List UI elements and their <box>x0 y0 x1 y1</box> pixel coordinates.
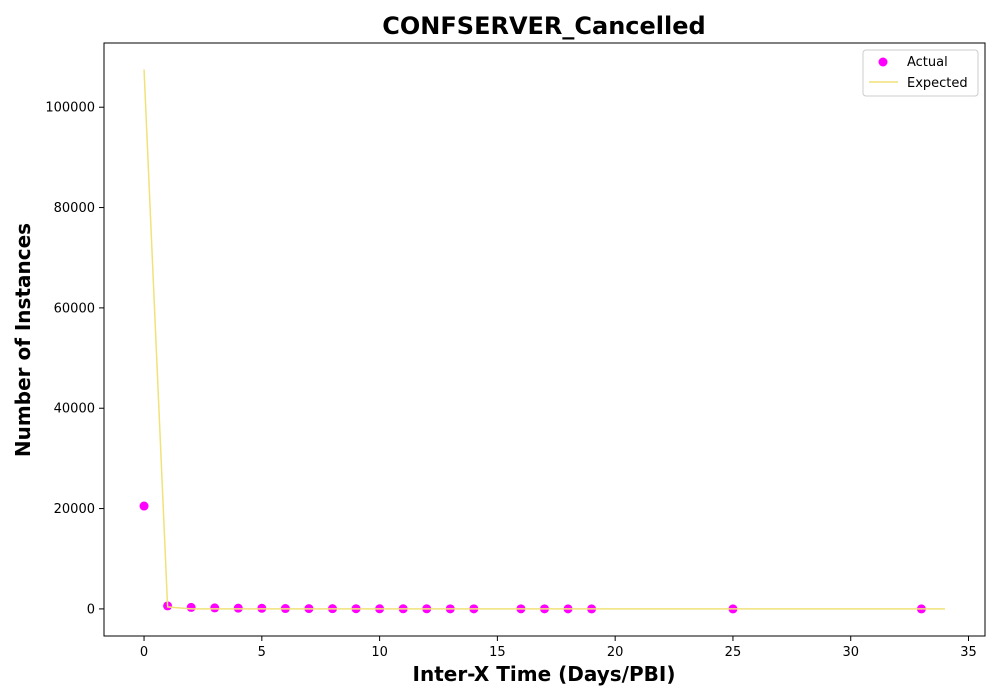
legend-expected-label: Expected <box>907 76 968 91</box>
chart-title: CONFSERVER_Cancelled <box>382 12 705 40</box>
x-tick-label: 5 <box>258 645 266 660</box>
x-axis-label: Inter-X Time (Days/PBI) <box>413 662 676 686</box>
y-tick-label: 100000 <box>45 101 95 116</box>
legend: Actual Expected <box>862 49 979 97</box>
x-axis: 0 5 10 15 20 25 30 35 <box>140 636 977 660</box>
x-tick-label: 20 <box>607 645 624 660</box>
x-tick-label: 0 <box>140 645 148 660</box>
actual-point <box>233 603 243 613</box>
legend-box <box>862 49 979 97</box>
y-tick-label: 80000 <box>54 201 95 216</box>
y-tick-label: 60000 <box>54 301 95 316</box>
y-tick-label: 20000 <box>54 502 95 517</box>
y-axis-label: Number of Instances <box>11 223 35 457</box>
expected-line <box>143 69 945 610</box>
x-tick-label: 35 <box>960 645 977 660</box>
legend-actual-marker <box>878 57 888 67</box>
plot-area <box>139 69 945 614</box>
legend-actual-label: Actual <box>907 55 948 70</box>
x-tick-label: 30 <box>842 645 859 660</box>
y-tick-label: 0 <box>87 602 95 617</box>
actual-point <box>139 501 149 511</box>
y-tick-label: 40000 <box>54 402 95 417</box>
plot-frame <box>103 42 986 637</box>
x-tick-label: 10 <box>371 645 388 660</box>
x-tick-label: 25 <box>725 645 742 660</box>
actual-point <box>186 602 196 612</box>
x-tick-label: 15 <box>489 645 506 660</box>
actual-point <box>210 603 220 613</box>
y-axis: 0 20000 40000 60000 80000 100000 <box>45 101 104 617</box>
